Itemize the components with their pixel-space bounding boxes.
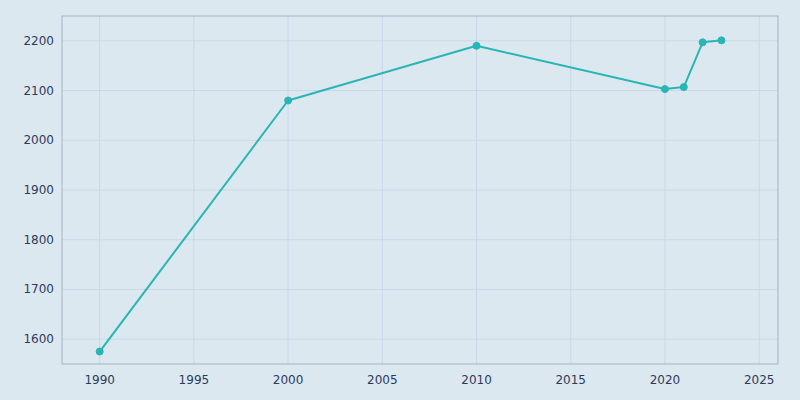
marker — [473, 42, 480, 49]
x-tick-label: 1990 — [84, 373, 115, 387]
grid-line-y — [62, 339, 778, 340]
chart: 1990 1995 2000 2005 2010 2015 2020 2025 1600 1700… — [0, 0, 800, 400]
marker — [718, 37, 725, 44]
grid-line-y — [62, 239, 778, 240]
x-tick-label: 2010 — [461, 373, 492, 387]
marker — [96, 348, 103, 355]
series — [96, 37, 725, 355]
chart-container: 1990 1995 2000 2005 2010 2015 2020 2025 1600 1700… — [0, 0, 800, 400]
grid-line-y — [62, 90, 778, 91]
plot-frame — [62, 16, 778, 364]
x-tick-label: 2005 — [367, 373, 398, 387]
marker — [661, 86, 668, 93]
x-tick-label: 2000 — [273, 373, 304, 387]
grid-line-y — [62, 40, 778, 41]
marker — [680, 84, 687, 91]
x-tick-label: 2025 — [744, 373, 775, 387]
axes: 1990 1995 2000 2005 2010 2015 2020 2025 1600 1700… — [23, 16, 778, 387]
line — [100, 40, 722, 351]
background — [0, 0, 800, 400]
x-tick-label: 1995 — [179, 373, 210, 387]
marker — [699, 39, 706, 46]
y-tick-label: 1800 — [23, 233, 54, 247]
y-tick-label: 2200 — [23, 34, 54, 48]
grid-line-y — [62, 190, 778, 191]
y-tick-label: 1600 — [23, 332, 54, 346]
y-tick-label: 1900 — [23, 183, 54, 197]
x-tick-label: 2015 — [555, 373, 586, 387]
y-tick-label: 2000 — [23, 133, 54, 147]
marker — [285, 97, 292, 104]
grid-line-y — [62, 140, 778, 141]
grid-line-y — [62, 289, 778, 290]
x-tick-label: 2020 — [650, 373, 681, 387]
y-tick-label: 1700 — [23, 282, 54, 296]
y-tick-label: 2100 — [23, 84, 54, 98]
grid — [62, 16, 778, 364]
